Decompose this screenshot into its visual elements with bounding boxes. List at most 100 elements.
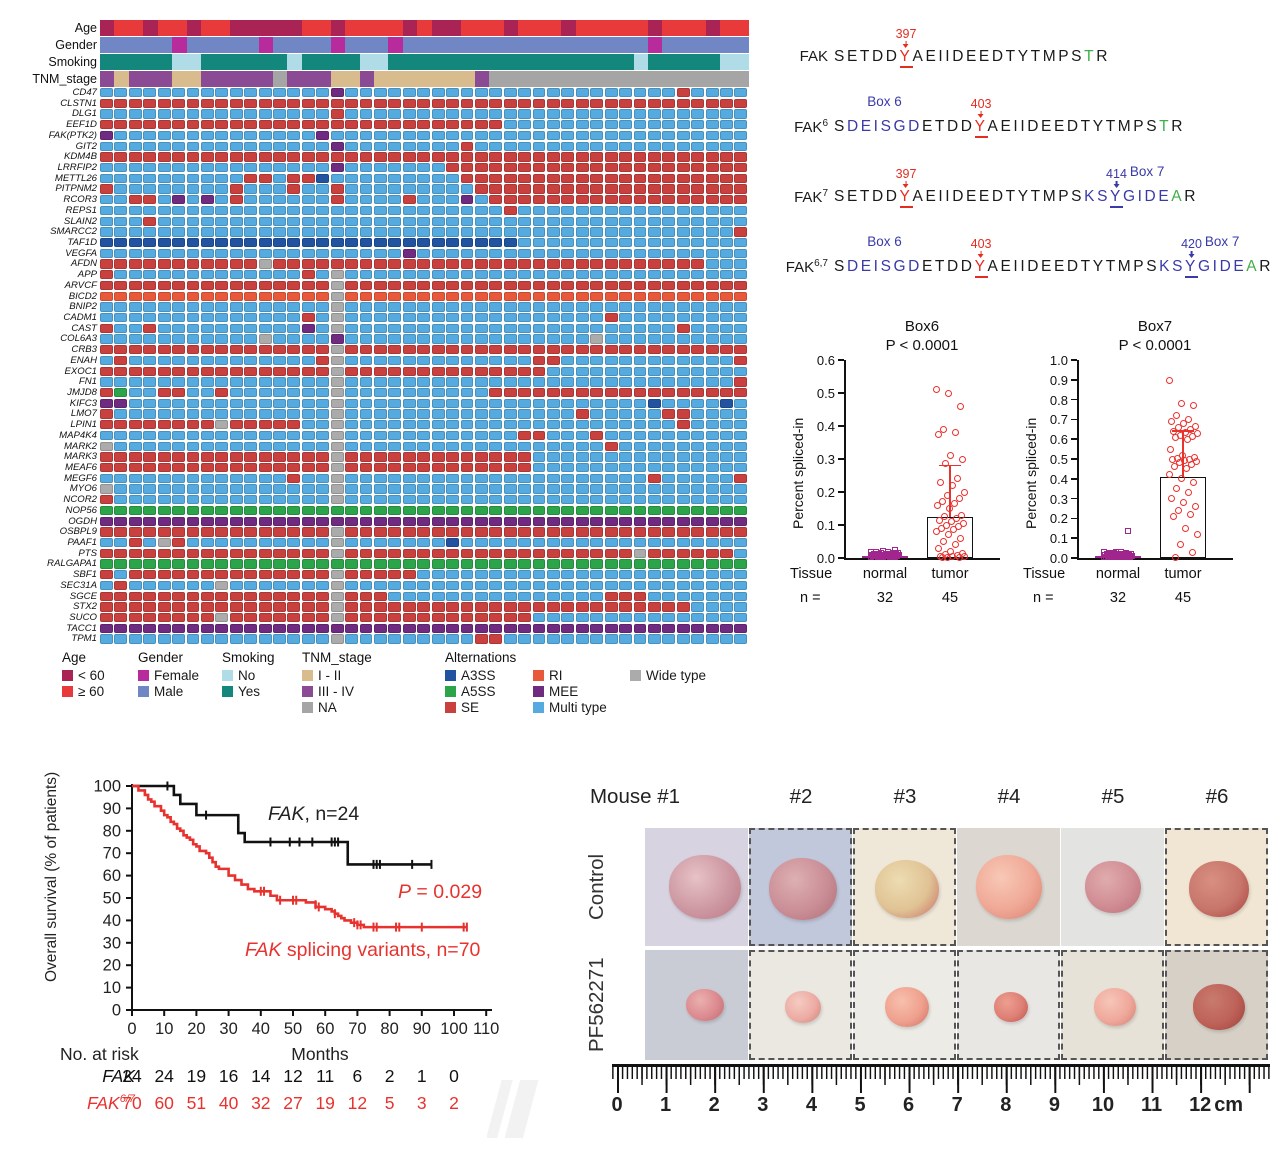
heatmap-cell	[143, 109, 157, 119]
annotation-cell	[186, 71, 202, 87]
heatmap-cell	[287, 345, 301, 355]
heatmap-cell	[200, 152, 214, 162]
gene-label: NCOR2	[63, 494, 97, 506]
heatmap-cell	[647, 163, 661, 173]
heatmap-cell	[633, 259, 647, 269]
heatmap-cell	[705, 463, 719, 473]
heatmap-cell	[633, 88, 647, 98]
heatmap-cell	[662, 366, 676, 376]
y-tick	[1071, 517, 1077, 520]
heatmap-cell	[604, 473, 618, 484]
heatmap-cell	[301, 495, 315, 505]
annotation-cell	[143, 37, 158, 53]
heatmap-cell	[128, 205, 142, 216]
y-tick	[838, 557, 844, 559]
heatmap-cell	[143, 430, 157, 441]
heatmap-cell	[604, 109, 618, 119]
y-axis-line	[844, 360, 846, 559]
annotation-cell	[734, 37, 749, 53]
heatmap-cell	[359, 591, 373, 601]
heatmap-cell	[489, 570, 503, 580]
annotation-cell	[489, 71, 504, 87]
heatmap-cell	[316, 613, 330, 623]
annotation-cell	[388, 20, 403, 36]
heatmap-cell	[345, 623, 359, 634]
heatmap-cell	[114, 377, 128, 387]
heatmap-cell	[575, 463, 589, 473]
heatmap-cell	[128, 527, 142, 537]
annotation-cell	[489, 20, 504, 36]
heatmap-cell	[186, 184, 200, 194]
heatmap-cell	[273, 205, 286, 216]
heatmap-cell	[114, 163, 128, 173]
heatmap-cell	[172, 248, 185, 259]
tumor-mass	[784, 991, 821, 1023]
heatmap-cell	[402, 473, 416, 484]
annotation-cell	[215, 54, 230, 70]
gene-label: FAK(PTK2)	[48, 129, 97, 141]
y-tick	[1071, 398, 1077, 401]
heatmap-cell	[316, 591, 330, 601]
heatmap-cell	[128, 505, 142, 516]
sequence-segment: ETDD	[921, 118, 975, 135]
heatmap-cell	[373, 227, 387, 237]
heatmap-cell	[662, 88, 676, 98]
annotation-cell	[388, 54, 403, 70]
heatmap-cell	[532, 527, 546, 537]
annotation-cell	[258, 71, 274, 87]
heatmap-cell	[100, 591, 113, 601]
heatmap-cell	[734, 163, 748, 173]
heatmap-cell	[561, 452, 575, 462]
heatmap-cell	[316, 88, 330, 98]
heatmap-cell	[547, 248, 560, 259]
heatmap-cell	[244, 484, 258, 494]
heatmap-cell	[388, 88, 402, 98]
heatmap-cell	[402, 634, 416, 644]
heatmap-cell	[619, 130, 632, 141]
heatmap-cell	[503, 109, 517, 119]
heatmap-cell	[100, 355, 113, 366]
heatmap-cell	[691, 130, 705, 141]
annotation-cell	[503, 54, 519, 70]
heatmap-cell	[720, 366, 733, 376]
heatmap-cell	[229, 98, 243, 108]
heatmap-cell	[215, 473, 229, 484]
heatmap-cell	[100, 280, 113, 291]
annotation-cell	[691, 71, 706, 87]
heatmap-cell	[460, 270, 474, 280]
heatmap-cell	[229, 463, 243, 473]
heatmap-cell	[633, 591, 647, 601]
heatmap-cell	[373, 527, 387, 537]
svg-text:20: 20	[187, 1020, 205, 1038]
heatmap-cell	[633, 548, 647, 559]
heatmap-cell	[734, 238, 748, 248]
heatmap-cell	[561, 120, 575, 130]
heatmap-cell	[330, 152, 344, 162]
annotation-cell	[417, 71, 432, 87]
heatmap-cell	[720, 323, 733, 334]
heatmap-cell	[359, 184, 373, 194]
heatmap-cell	[691, 505, 705, 516]
heatmap-cell	[518, 205, 532, 216]
heatmap-cell	[258, 570, 272, 580]
heatmap-cell	[359, 398, 373, 409]
heatmap-cell	[316, 227, 330, 237]
heatmap-cell	[287, 591, 301, 601]
heatmap-cell	[359, 538, 373, 548]
heatmap-cell	[431, 205, 445, 216]
annotation-cell	[575, 54, 591, 70]
heatmap-cell	[676, 173, 690, 184]
annotation-cell	[575, 37, 591, 53]
heatmap-cell	[287, 623, 301, 634]
legend-item-label: RI	[549, 668, 563, 683]
heatmap-cell	[734, 484, 748, 494]
heatmap-cell	[373, 538, 387, 548]
heatmap-cell	[345, 334, 359, 344]
heatmap-cell	[460, 259, 474, 269]
heatmap-cell	[590, 505, 604, 516]
heatmap-cell	[215, 366, 229, 376]
heatmap-cell	[720, 505, 733, 516]
heatmap-cell	[345, 120, 359, 130]
legend-item-label: Wide type	[646, 668, 707, 683]
heatmap-cell	[388, 634, 402, 644]
